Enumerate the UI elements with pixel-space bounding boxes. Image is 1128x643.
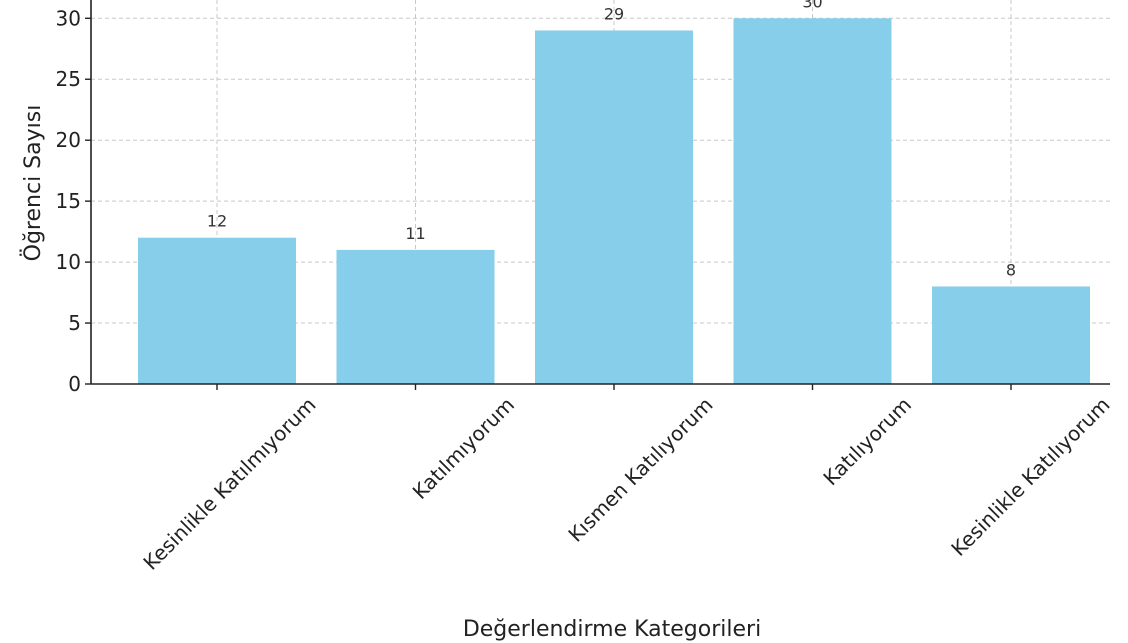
bar bbox=[336, 249, 495, 384]
y-tick-label: 0 bbox=[68, 372, 81, 396]
bar-value-label: 11 bbox=[405, 224, 425, 243]
x-axis-title: Değerlendirme Kategorileri bbox=[463, 617, 761, 642]
y-tick-label: 10 bbox=[56, 250, 81, 274]
y-tick-label: 20 bbox=[56, 128, 81, 152]
y-tick-label: 5 bbox=[68, 311, 81, 335]
y-tick-label: 15 bbox=[56, 189, 81, 213]
x-tick-label: Kesinlikle Katılıyorum bbox=[946, 393, 1114, 561]
x-tick-label: Kısmen Katılıyorum bbox=[563, 393, 717, 547]
bar-value-label: 29 bbox=[604, 4, 624, 23]
bar-value-label: 12 bbox=[207, 212, 227, 231]
axis-layer bbox=[85, 0, 1110, 390]
y-tick-label: 30 bbox=[56, 6, 81, 30]
bar bbox=[138, 237, 296, 384]
x-tick-label: Katılıyorum bbox=[818, 393, 916, 491]
bar-value-label: 30 bbox=[802, 0, 822, 11]
x-tick-label: Katılmıyorum bbox=[408, 393, 519, 504]
bar-value-label: 8 bbox=[1006, 260, 1016, 279]
y-tick-label: 25 bbox=[56, 67, 81, 91]
bar bbox=[733, 18, 892, 385]
bars-layer bbox=[138, 18, 1090, 385]
bar bbox=[535, 30, 693, 384]
bar bbox=[932, 286, 1090, 384]
x-tick-label: Kesinlikle Katılmıyorum bbox=[138, 393, 320, 575]
y-axis-title: Öğrenci Sayısı bbox=[20, 105, 46, 262]
